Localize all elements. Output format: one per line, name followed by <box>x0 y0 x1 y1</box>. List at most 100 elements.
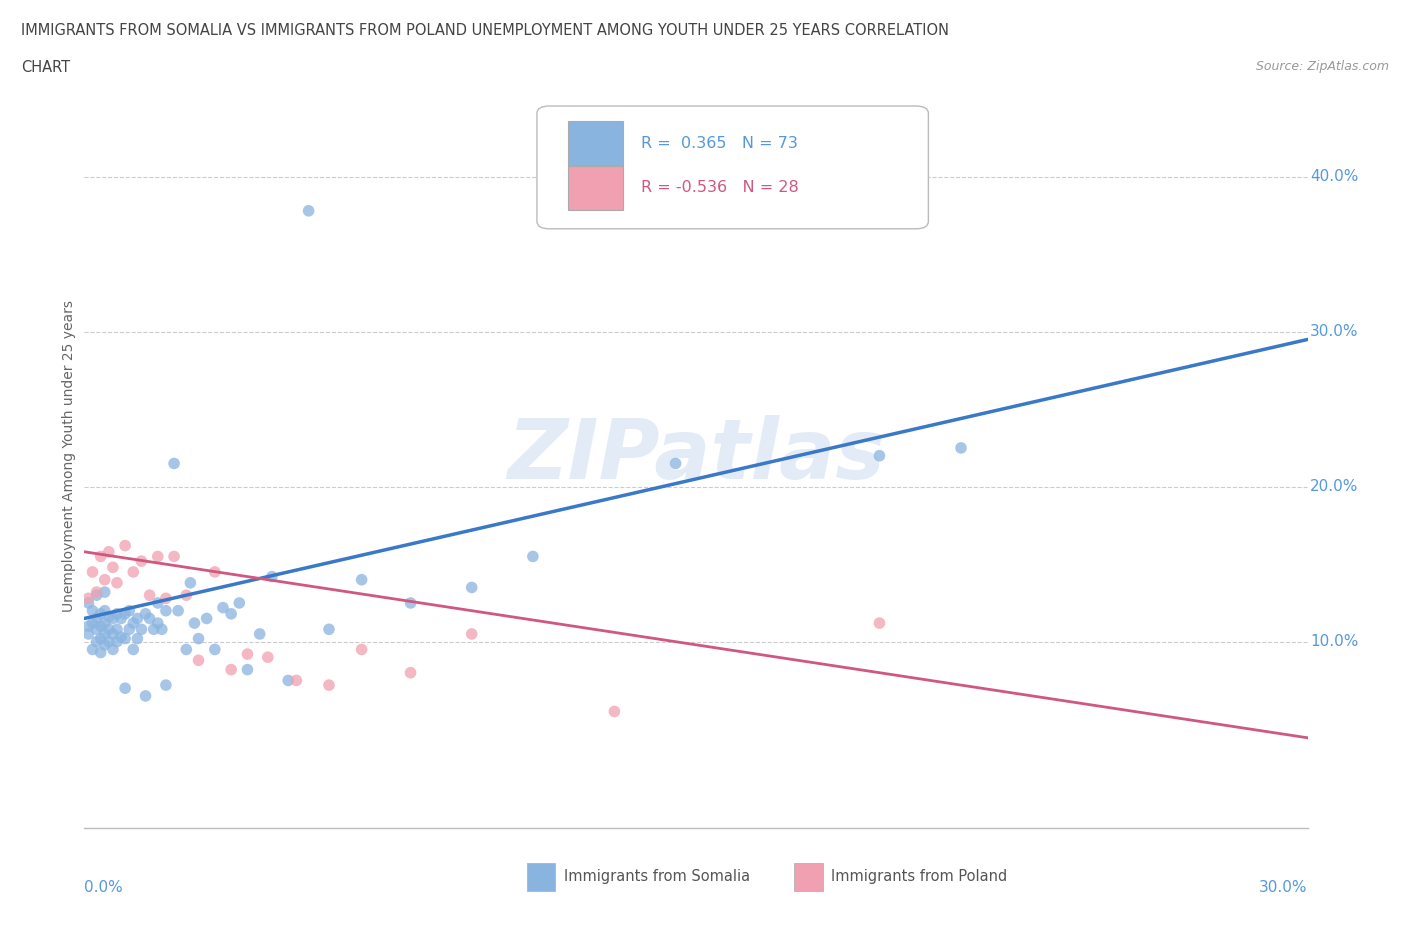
Point <box>183 616 205 631</box>
Point <box>522 549 544 564</box>
Point <box>195 611 218 626</box>
Point <box>77 627 100 642</box>
Point <box>285 673 308 688</box>
Point <box>122 642 145 657</box>
Point <box>187 653 209 668</box>
Point <box>138 611 160 626</box>
Text: 20.0%: 20.0% <box>1310 479 1358 494</box>
Point <box>142 622 165 637</box>
Point <box>277 673 299 688</box>
Point <box>77 591 100 605</box>
Point <box>664 456 686 471</box>
Text: Immigrants from Somalia: Immigrants from Somalia <box>564 870 749 884</box>
Point <box>163 456 186 471</box>
Point <box>90 631 112 646</box>
Point <box>138 588 160 603</box>
Point <box>150 622 173 637</box>
Point <box>114 538 136 553</box>
Text: Source: ZipAtlas.com: Source: ZipAtlas.com <box>1256 60 1389 73</box>
Text: 10.0%: 10.0% <box>1310 634 1358 649</box>
Point <box>174 588 197 603</box>
Point <box>86 611 108 626</box>
Text: R = -0.536   N = 28: R = -0.536 N = 28 <box>641 180 799 195</box>
Point <box>399 665 422 680</box>
Point <box>82 604 104 618</box>
Point <box>146 595 169 610</box>
Point <box>114 606 136 621</box>
Point <box>135 606 157 621</box>
Point <box>118 622 141 637</box>
Point <box>93 627 115 642</box>
Text: 30.0%: 30.0% <box>1310 325 1358 339</box>
Point <box>174 642 197 657</box>
Point <box>118 604 141 618</box>
Point <box>236 646 259 661</box>
Point <box>105 634 128 649</box>
Point <box>93 604 115 618</box>
Point <box>77 618 100 633</box>
Point <box>461 627 484 642</box>
Point <box>131 553 153 568</box>
Point <box>155 678 177 693</box>
Point <box>82 642 104 657</box>
Point <box>105 576 128 591</box>
Text: ZIPatlas: ZIPatlas <box>508 415 884 497</box>
Text: 0.0%: 0.0% <box>84 880 124 895</box>
Point <box>187 631 209 646</box>
Point <box>155 591 177 605</box>
Point <box>77 595 100 610</box>
Point <box>114 681 136 696</box>
Point <box>101 627 124 642</box>
Point <box>82 616 104 631</box>
Point <box>318 622 340 637</box>
Point <box>219 662 242 677</box>
Point <box>101 642 124 657</box>
Point <box>122 616 145 631</box>
Point <box>110 611 132 626</box>
Point <box>219 606 242 621</box>
Bar <box>568 166 623 210</box>
Point <box>101 560 124 575</box>
Point <box>97 634 120 649</box>
Point <box>127 611 149 626</box>
Text: IMMIGRANTS FROM SOMALIA VS IMMIGRANTS FROM POLAND UNEMPLOYMENT AMONG YOUTH UNDER: IMMIGRANTS FROM SOMALIA VS IMMIGRANTS FR… <box>21 23 949 38</box>
Point <box>146 549 169 564</box>
Point <box>228 595 250 610</box>
Bar <box>568 121 623 166</box>
Point <box>93 585 115 600</box>
Point <box>461 580 484 595</box>
Point <box>93 637 115 652</box>
Point <box>869 616 891 631</box>
Point <box>86 622 108 637</box>
Point <box>97 622 120 637</box>
Bar <box>794 863 823 891</box>
Point <box>298 204 321 219</box>
Point <box>950 441 973 456</box>
FancyBboxPatch shape <box>537 106 928 229</box>
Point <box>135 688 157 703</box>
Text: 30.0%: 30.0% <box>1260 880 1308 895</box>
Point <box>90 549 112 564</box>
Point <box>101 611 124 626</box>
Point <box>603 704 626 719</box>
Point <box>93 616 115 631</box>
Point <box>131 622 153 637</box>
Point <box>249 627 271 642</box>
Point <box>127 631 149 646</box>
Point <box>90 606 112 621</box>
Point <box>399 595 422 610</box>
Text: R =  0.365   N = 73: R = 0.365 N = 73 <box>641 136 797 151</box>
Text: 40.0%: 40.0% <box>1310 169 1358 184</box>
Text: Immigrants from Poland: Immigrants from Poland <box>831 870 1007 884</box>
Point <box>318 678 340 693</box>
Point <box>212 600 235 615</box>
Point <box>869 448 891 463</box>
Point <box>114 631 136 646</box>
Point <box>86 588 108 603</box>
Point <box>82 565 104 579</box>
Point <box>105 622 128 637</box>
Point <box>257 650 280 665</box>
Y-axis label: Unemployment Among Youth under 25 years: Unemployment Among Youth under 25 years <box>62 299 76 612</box>
Point <box>90 645 112 660</box>
Point <box>236 662 259 677</box>
